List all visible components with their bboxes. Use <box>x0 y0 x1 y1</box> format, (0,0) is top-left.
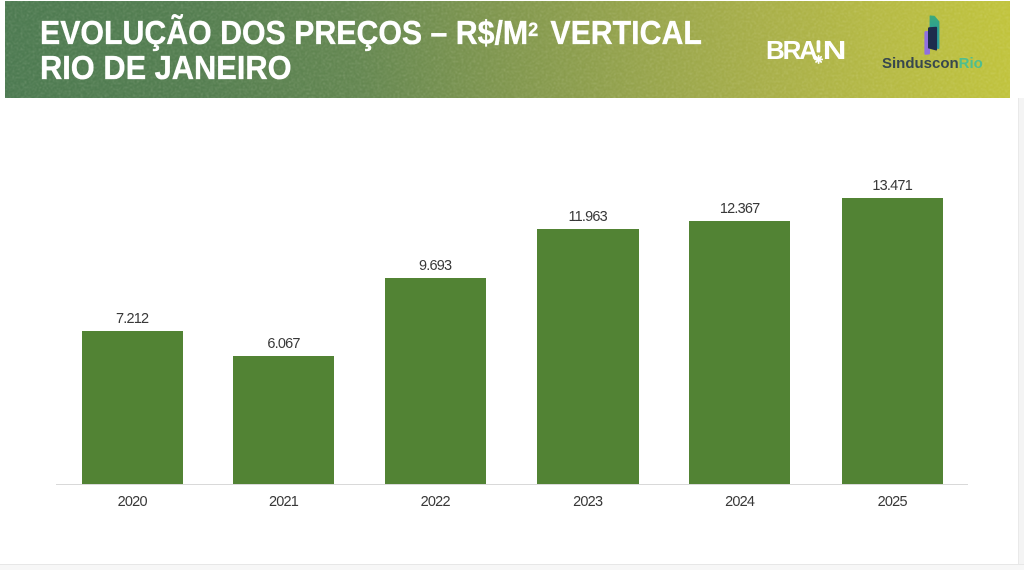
svg-text:BRA: BRA <box>766 35 818 65</box>
svg-text:N: N <box>823 36 847 65</box>
